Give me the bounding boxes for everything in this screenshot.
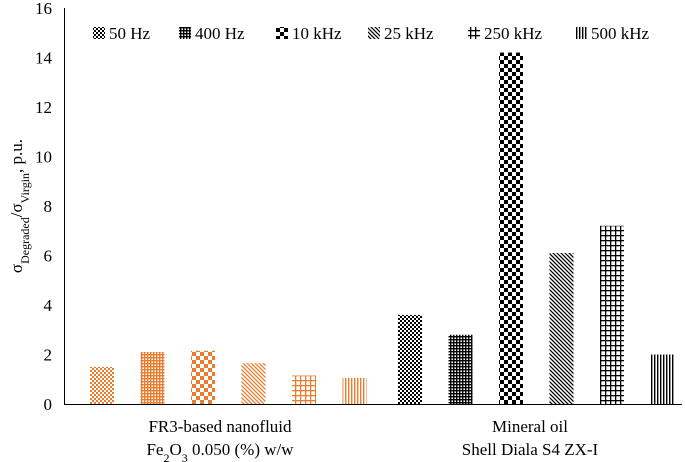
category-label-fr3-line1: FR3-based nanofluid: [148, 417, 292, 436]
y-axis-title-sub1: Degraded: [18, 217, 32, 264]
legend-label: 25 kHz: [384, 24, 434, 43]
legend-label: 10 kHz: [292, 24, 342, 43]
y-tick-label: 6: [44, 247, 53, 266]
y-axis-title-sigma: σ: [7, 264, 26, 273]
bar-fr3-50-hz: [90, 366, 114, 404]
category-label-fr3-line2: Fe2O3 0.050 (%) w/w: [146, 440, 294, 462]
y-tick-label: 4: [44, 296, 53, 315]
bar-mineral-250-khz: [600, 225, 624, 404]
bar-fr3-10-khz: [191, 350, 215, 404]
category-label-mineral-line1: Mineral oil: [492, 417, 568, 436]
y-axis-title-sub2: Virgin: [18, 173, 32, 203]
legend-label: 50 Hz: [109, 24, 151, 43]
legend-label: 400 Hz: [195, 24, 245, 43]
bar-mineral-10-khz: [499, 52, 523, 405]
y-tick-label: 2: [44, 346, 53, 365]
legend-swatch: [468, 27, 480, 39]
bar-fr3-250-khz: [292, 375, 316, 404]
legend-swatch: [276, 27, 288, 39]
legend-swatch: [575, 27, 587, 39]
legend-label: 500 kHz: [591, 24, 650, 43]
legend-swatch: [179, 27, 191, 39]
y-tick-label: 12: [35, 98, 52, 117]
y-tick-label: 10: [35, 148, 52, 167]
bar-fr3-500-khz: [342, 378, 367, 404]
bar-mineral-50-hz: [398, 314, 422, 404]
y-axis-ticks: 0 2 4 6 8 10 12 14 16: [35, 0, 53, 414]
bar-mineral-500-khz: [650, 354, 675, 404]
y-tick-label: 0: [44, 395, 53, 414]
y-axis-title-sigma-2: σ: [7, 203, 26, 212]
y-tick-label: 16: [35, 0, 52, 18]
bars: [90, 52, 675, 405]
bar-mineral-400-hz: [448, 334, 473, 404]
y-axis-title-unit: , p.u.: [7, 139, 26, 173]
bar-fr3-25-khz: [241, 363, 266, 404]
y-tick-label: 8: [44, 197, 53, 216]
y-axis-title-slash: /: [7, 212, 26, 217]
y-tick-label: 14: [35, 49, 53, 68]
legend: 50 Hz 400 Hz 10 kHz 25 kHz 250 kHz 500 kHz: [93, 24, 650, 43]
legend-swatch: [93, 27, 105, 39]
svg-text:σDegraded/σVirgin, p.u.: σDegraded/σVirgin, p.u.: [7, 139, 32, 273]
y-axis-title: σDegraded/σVirgin, p.u.: [7, 139, 32, 273]
bar-fr3-400-hz: [140, 352, 165, 404]
legend-label: 250 kHz: [484, 24, 543, 43]
category-label-mineral-line2: Shell Diala S4 ZX-I: [462, 440, 599, 459]
bar-mineral-25-khz: [549, 253, 574, 404]
legend-swatch: [368, 27, 380, 39]
